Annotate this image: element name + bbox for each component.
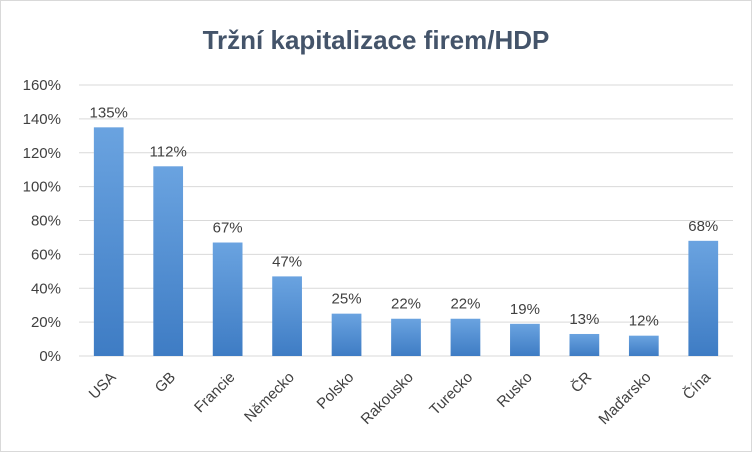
x-tick-label: Rakousko — [358, 369, 417, 428]
data-label: 25% — [332, 291, 362, 308]
data-label: 135% — [90, 104, 128, 121]
data-labels: 135% 112% 67% 47% 25% 22% 22% 19% 13% 12% 68% — [90, 104, 719, 329]
y-tick-label: 0% — [39, 348, 61, 365]
gridlines — [79, 84, 733, 357]
x-tick-label: Německo — [241, 369, 298, 426]
bar — [391, 318, 421, 356]
bar — [272, 276, 302, 356]
data-label: 112% — [150, 143, 187, 160]
bar — [510, 323, 540, 356]
y-axis-ticks: 0% 20% 40% 60% 80% 100% 120% 140% 160% — [23, 77, 61, 365]
bar — [212, 242, 243, 356]
y-tick-label: 140% — [23, 111, 61, 128]
data-label: 22% — [450, 296, 480, 313]
x-tick-label: GB — [152, 369, 179, 396]
chart-title: Tržní kapitalizace firem/HDP — [203, 25, 550, 55]
bars — [93, 127, 719, 356]
data-label: 68% — [688, 218, 718, 235]
x-tick-label: Rusko — [494, 369, 536, 411]
x-tick-label: Čína — [680, 368, 715, 403]
x-axis-categories: USA GB Francie Německo Polsko Rakousko Turecko… — [86, 368, 715, 428]
y-tick-label: 40% — [31, 280, 61, 297]
bar — [153, 166, 184, 356]
y-tick-label: 100% — [23, 179, 61, 196]
y-tick-label: 60% — [31, 246, 61, 263]
x-tick-label: Polsko — [314, 369, 358, 413]
x-tick-label: Maďarsko — [595, 369, 654, 428]
y-tick-label: 120% — [23, 145, 61, 162]
bar — [331, 313, 362, 356]
bar — [450, 318, 481, 356]
x-tick-label: ČR — [568, 369, 595, 396]
data-label: 22% — [391, 296, 421, 313]
x-tick-label: Turecko — [426, 369, 476, 419]
bar — [93, 127, 124, 356]
y-tick-label: 20% — [31, 314, 61, 331]
x-tick-label: Francie — [191, 369, 238, 416]
data-label: 19% — [510, 301, 540, 318]
bar — [688, 240, 719, 356]
y-tick-label: 160% — [23, 77, 61, 94]
x-tick-label: USA — [86, 369, 120, 403]
data-label: 12% — [629, 313, 659, 330]
data-label: 13% — [569, 311, 599, 328]
data-label: 67% — [213, 220, 243, 237]
bar — [628, 335, 659, 356]
data-label: 47% — [272, 253, 302, 270]
y-tick-label: 80% — [31, 213, 61, 230]
bar — [569, 333, 600, 356]
